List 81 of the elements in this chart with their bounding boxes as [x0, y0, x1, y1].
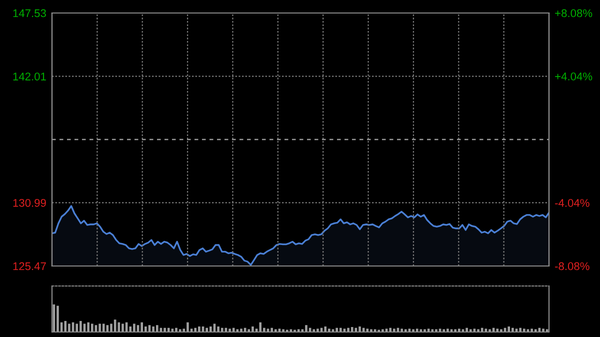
- bar: [370, 329, 372, 332]
- bar: [324, 326, 326, 332]
- bar: [64, 320, 67, 332]
- bar: [129, 326, 132, 332]
- bar: [496, 328, 499, 332]
- bar: [454, 329, 456, 332]
- bar: [530, 328, 533, 332]
- bar: [382, 329, 384, 332]
- bar: [274, 329, 277, 332]
- y-tick-label: 147.53: [13, 9, 46, 18]
- bar: [431, 329, 434, 332]
- y-tick-label: 142.01: [13, 72, 46, 80]
- bar: [210, 326, 212, 332]
- bar: [122, 324, 124, 332]
- bar: [534, 329, 537, 332]
- bar: [98, 324, 101, 332]
- bar: [316, 328, 319, 332]
- bar: [466, 328, 468, 332]
- bar: [206, 328, 208, 332]
- bar: [458, 328, 460, 332]
- bar: [477, 329, 480, 332]
- bar: [350, 327, 354, 332]
- bar: [523, 328, 526, 332]
- bar: [305, 325, 308, 332]
- bar: [228, 328, 231, 332]
- bar: [347, 328, 350, 332]
- bar: [508, 326, 510, 332]
- y2-tick-label: +8.08%: [555, 9, 592, 18]
- bar: [416, 328, 418, 332]
- bar: [220, 328, 224, 332]
- bar: [186, 322, 189, 332]
- bar: [389, 328, 392, 332]
- bar: [412, 329, 414, 332]
- bar: [282, 329, 284, 332]
- y2-tick-label: -8.08%: [555, 262, 590, 270]
- bar: [312, 329, 316, 332]
- y-tick-label: 125.47: [13, 262, 46, 270]
- bar: [144, 326, 147, 332]
- bar: [424, 329, 426, 332]
- y-tick-label: 130.99: [13, 198, 46, 207]
- bar: [259, 322, 262, 332]
- bar: [140, 322, 143, 332]
- bar: [339, 328, 342, 332]
- bar: [133, 324, 136, 332]
- bar: [167, 328, 170, 332]
- bar: [358, 326, 361, 332]
- bar: [152, 326, 154, 332]
- bar: [512, 328, 514, 332]
- bar: [400, 328, 403, 332]
- bar: [435, 329, 438, 332]
- bar: [87, 322, 90, 332]
- bar: [336, 328, 338, 332]
- bar: [248, 329, 250, 332]
- bar: [102, 324, 105, 332]
- bar: [542, 328, 544, 332]
- bar: [80, 320, 82, 332]
- bar: [76, 324, 78, 332]
- bar: [500, 329, 502, 332]
- bar: [110, 324, 112, 332]
- bar: [175, 328, 178, 332]
- bar: [446, 328, 449, 332]
- y2-tick-label: +4.04%: [555, 72, 592, 80]
- bar: [156, 325, 158, 332]
- bar: [198, 326, 200, 332]
- bar: [442, 329, 446, 332]
- bar: [90, 324, 94, 332]
- bar: [393, 328, 396, 332]
- bar: [194, 328, 197, 332]
- bar: [217, 326, 220, 332]
- bar: [488, 329, 491, 332]
- bar: [404, 329, 407, 332]
- bar: [68, 324, 70, 332]
- bar: [469, 329, 472, 332]
- bar: [519, 328, 522, 332]
- y2-tick-label: -4.04%: [555, 199, 590, 207]
- bar: [164, 328, 166, 332]
- bar: [252, 326, 254, 332]
- bar: [56, 306, 59, 332]
- bar: [328, 328, 330, 332]
- bar: [270, 328, 273, 332]
- bar: [240, 328, 242, 332]
